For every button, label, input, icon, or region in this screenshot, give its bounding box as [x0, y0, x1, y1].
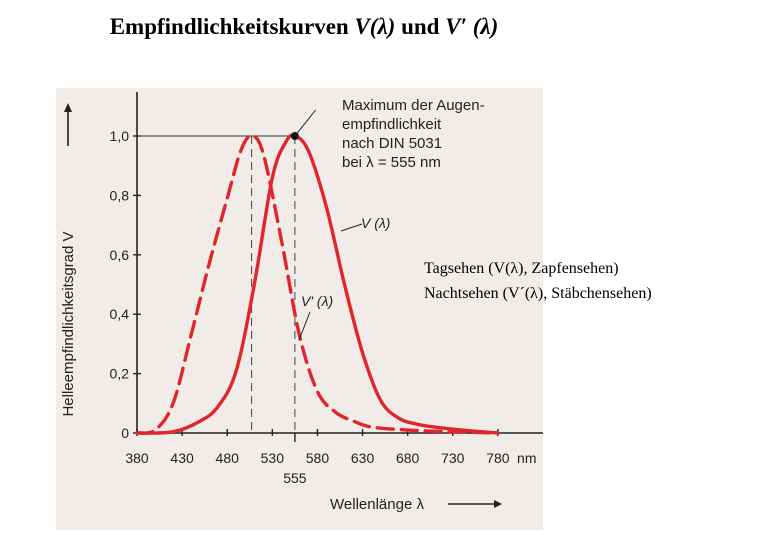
- x-tick-label: 530: [261, 450, 285, 466]
- title-und: und: [401, 14, 440, 39]
- series-v-curve: [135, 133, 500, 435]
- y-tick-label: 1,0: [110, 128, 130, 144]
- annotation-line: nach DIN 5031: [342, 135, 442, 152]
- title-vprime: V′: [445, 14, 468, 39]
- legend-day-vision: Tagsehen (V(λ), Zapfensehen): [424, 260, 619, 277]
- annotation-leader: [294, 109, 317, 137]
- sensitivity-chart: 0 0,2 0,4 0,6 0,8 1,0 380 430 480 530 580 630 680 730…: [60, 92, 543, 513]
- x-unit-label: nm: [517, 450, 536, 466]
- series-label-v-leader: [340, 223, 363, 232]
- title-lambda-1: (λ): [369, 14, 396, 39]
- annotation-line: empfindlichkeit: [342, 116, 442, 133]
- x-axis-title: Wellenlänge λ: [330, 496, 424, 513]
- annotation-line: bei λ = 555 nm: [342, 154, 441, 171]
- x-tick-label: 480: [216, 450, 240, 466]
- page-title: Empfindlichkeitskurven V(λ) und V′ (λ): [0, 14, 608, 40]
- y-axis-arrowhead: [64, 103, 72, 112]
- title-prefix: Empfindlichkeitskurven: [109, 14, 349, 39]
- y-tick-label: 0: [121, 425, 129, 441]
- legend-night-vision: Nachtsehen (V´(λ), Stäbchensehen): [424, 285, 652, 302]
- x-tick-label: 780: [486, 450, 510, 466]
- marked-x-label: 555: [283, 470, 307, 486]
- x-tick-label: 680: [396, 450, 420, 466]
- x-axis-arrowhead: [494, 500, 502, 508]
- x-tick-label: 730: [441, 450, 465, 466]
- x-tick-label: 380: [125, 450, 149, 466]
- series-label-v: V (λ): [361, 215, 390, 231]
- y-tick-label: 0,6: [110, 247, 130, 263]
- chart-figure: 0 0,2 0,4 0,6 0,8 1,0 380 430 480 530 580 630 680 730…: [56, 88, 543, 530]
- x-tick-label: 430: [170, 450, 194, 466]
- x-tick-label: 580: [306, 450, 330, 466]
- series-v-prime-curve: [135, 134, 500, 435]
- y-tick-label: 0,8: [110, 187, 130, 203]
- y-axis-title: Helleempfindlichkeitsgrad V: [60, 231, 77, 416]
- x-tick-label: 630: [351, 450, 375, 466]
- series-label-vprime-leader: [298, 311, 311, 341]
- title-lambda-2: (λ): [472, 14, 499, 39]
- y-tick-label: 0,4: [110, 306, 130, 322]
- series-label-vprime: V' (λ): [301, 293, 333, 309]
- y-tick-label: 0,2: [110, 366, 130, 382]
- title-v: V: [354, 14, 370, 39]
- legend: Tagsehen (V(λ), Zapfensehen) Nachtsehen …: [424, 256, 652, 306]
- annotation-line: Maximum der Augen-: [342, 97, 485, 114]
